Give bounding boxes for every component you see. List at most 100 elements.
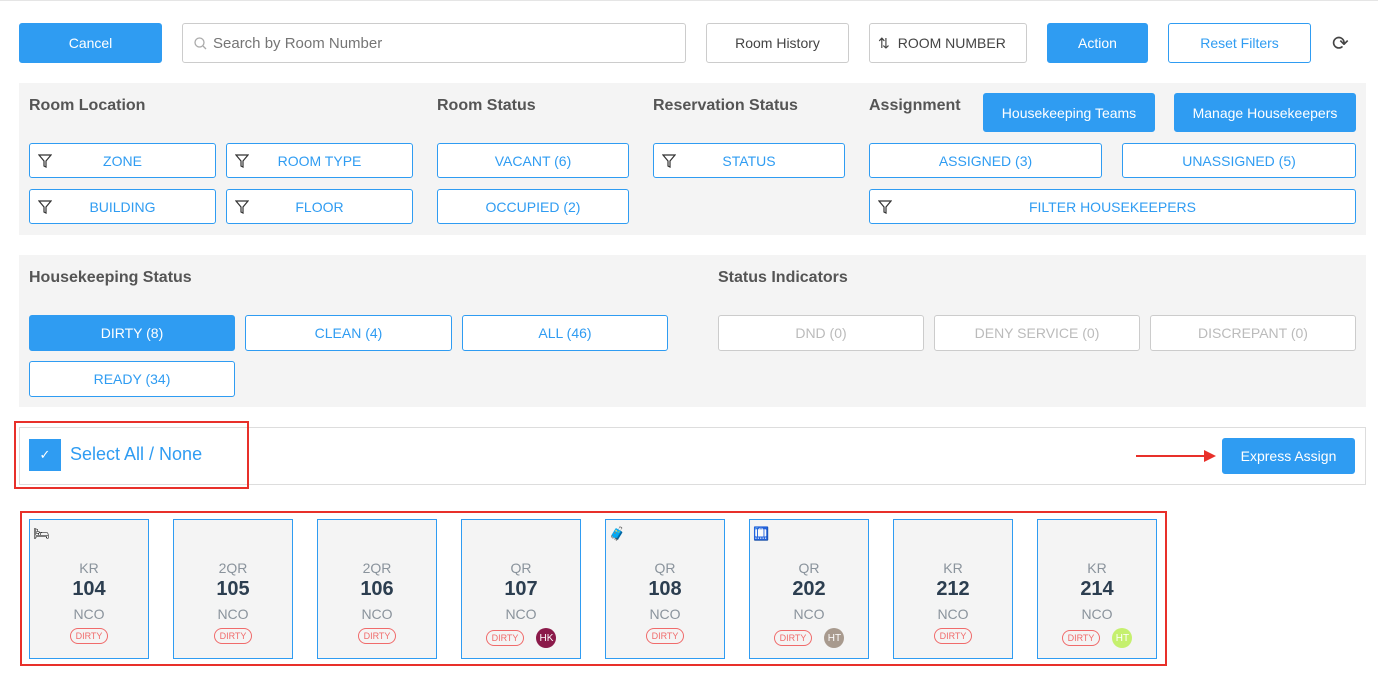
action-button[interactable]: Action	[1047, 23, 1148, 63]
room-location-heading: Room Location	[29, 97, 146, 114]
filter-icon	[235, 200, 249, 214]
search-box[interactable]	[182, 23, 686, 63]
status-label: STATUS	[722, 152, 776, 169]
zone-filter[interactable]: ZONE	[29, 143, 216, 178]
room-status: NCO	[361, 606, 393, 622]
building-label: BUILDING	[89, 198, 156, 215]
hk-status-badge: DIRTY	[773, 630, 813, 646]
room-type: KR	[943, 560, 963, 576]
ready-filter[interactable]: READY (34)	[29, 361, 235, 397]
filter-icon	[878, 200, 892, 214]
sort-button[interactable]: ⇅ ROOM NUMBER	[869, 23, 1027, 63]
select-bar	[19, 427, 1366, 485]
vacant-filter[interactable]: VACANT (6)	[437, 143, 629, 178]
hk-status-badge: DIRTY	[357, 628, 397, 644]
filter-housekeepers[interactable]: FILTER HOUSEKEEPERS	[869, 189, 1356, 224]
filter-housekeepers-label: FILTER HOUSEKEEPERS	[1028, 198, 1196, 215]
housekeeper-avatar: HK	[536, 628, 557, 648]
floor-label: FLOOR	[295, 198, 344, 215]
room-card[interactable]: KR 212 NCO DIRTY	[893, 519, 1013, 659]
assigned-filter[interactable]: ASSIGNED (3)	[869, 143, 1102, 178]
housekeeping-teams-button[interactable]: Housekeeping Teams	[983, 93, 1155, 132]
hk-status-badge: DIRTY	[933, 628, 973, 644]
room-type: KR	[1087, 560, 1107, 576]
bed-icon: 🛏	[33, 526, 50, 541]
room-type: QR	[510, 560, 532, 576]
room-status: NCO	[1081, 606, 1113, 622]
room-card[interactable]: KR 214 NCO DIRTY HT	[1037, 519, 1157, 659]
room-card[interactable]: 🛏 KR 104 NCO DIRTY	[29, 519, 149, 659]
check-icon: ✓	[39, 447, 51, 462]
room-status: NCO	[73, 606, 105, 622]
arrow-annotation-icon	[1136, 450, 1216, 462]
room-number: 108	[648, 578, 682, 600]
hk-status-badge: DIRTY	[69, 628, 109, 644]
room-number: 107	[504, 578, 538, 600]
annotation-box	[20, 511, 1167, 666]
room-number: 105	[216, 578, 250, 600]
room-card[interactable]: 🧳 QR 108 NCO DIRTY	[605, 519, 725, 659]
express-assign-button[interactable]: Express Assign	[1222, 438, 1355, 474]
annotation-box	[14, 421, 249, 489]
hk-status-badge: DIRTY	[645, 628, 685, 644]
hk-status-badge: DIRTY	[485, 630, 525, 646]
room-card[interactable]: 2QR 105 NCO DIRTY	[173, 519, 293, 659]
housekeeper-avatar: HT	[824, 628, 845, 648]
building-filter[interactable]: BUILDING	[29, 189, 216, 224]
room-number: 202	[792, 578, 826, 600]
room-type: KR	[79, 560, 99, 576]
housekeeper-avatar: HT	[1112, 628, 1133, 648]
floor-filter[interactable]: FLOOR	[226, 189, 413, 224]
room-type: 2QR	[218, 560, 248, 576]
room-card[interactable]: 2QR 106 NCO DIRTY	[317, 519, 437, 659]
room-type: QR	[798, 560, 820, 576]
room-history-button[interactable]: Room History	[706, 23, 849, 63]
search-icon	[194, 37, 207, 50]
room-card[interactable]: QR 107 NCO DIRTY HK	[461, 519, 581, 659]
cancel-button[interactable]: Cancel	[19, 23, 162, 63]
reset-filters-button[interactable]: Reset Filters	[1168, 23, 1311, 63]
discrepant-filter[interactable]: DISCREPANT (0)	[1150, 315, 1356, 351]
filter-icon	[38, 154, 52, 168]
filter-icon	[235, 154, 249, 168]
housekeeping-status-heading: Housekeeping Status	[29, 269, 192, 286]
room-status: NCO	[649, 606, 681, 622]
select-all-checkbox[interactable]: ✓	[29, 439, 61, 471]
room-card[interactable]: 🛄 QR 202 NCO DIRTY HT	[749, 519, 869, 659]
room-type-filter[interactable]: ROOM TYPE	[226, 143, 413, 178]
filter-icon	[38, 200, 52, 214]
room-number: 212	[936, 578, 970, 600]
housekeeping-panel	[19, 255, 1366, 407]
assignment-heading: Assignment	[869, 97, 961, 114]
select-all-label[interactable]: Select All / None	[70, 444, 203, 464]
room-number: 104	[72, 578, 106, 600]
unassigned-filter[interactable]: UNASSIGNED (5)	[1122, 143, 1356, 178]
dirty-filter[interactable]: DIRTY (8)	[29, 315, 235, 351]
sort-label: ROOM NUMBER	[897, 35, 1006, 51]
deny-service-filter[interactable]: DENY SERVICE (0)	[934, 315, 1140, 351]
refresh-icon[interactable]: ⟳	[1332, 33, 1349, 55]
room-number: 214	[1080, 578, 1114, 600]
room-number: 106	[360, 578, 394, 600]
room-status: NCO	[505, 606, 537, 622]
clean-filter[interactable]: CLEAN (4)	[245, 315, 452, 351]
manage-housekeepers-button[interactable]: Manage Housekeepers	[1174, 93, 1356, 132]
sort-icon: ⇅	[878, 34, 890, 51]
room-type-label: ROOM TYPE	[277, 152, 362, 169]
luggage-cart-icon: 🛄	[753, 526, 770, 541]
room-status: NCO	[793, 606, 825, 622]
dnd-filter[interactable]: DND (0)	[718, 315, 924, 351]
occupied-filter[interactable]: OCCUPIED (2)	[437, 189, 629, 224]
zone-label: ZONE	[103, 152, 142, 169]
hk-status-badge: DIRTY	[1061, 630, 1101, 646]
all-filter[interactable]: ALL (46)	[462, 315, 668, 351]
hk-status-badge: DIRTY	[213, 628, 253, 644]
room-status-heading: Room Status	[437, 97, 536, 114]
room-type: 2QR	[362, 560, 392, 576]
filter-icon	[662, 154, 676, 168]
reservation-status-filter[interactable]: STATUS	[653, 143, 845, 178]
status-indicators-heading: Status Indicators	[718, 269, 848, 286]
search-input[interactable]	[213, 32, 673, 54]
room-type: QR	[654, 560, 676, 576]
reservation-status-heading: Reservation Status	[653, 97, 798, 114]
